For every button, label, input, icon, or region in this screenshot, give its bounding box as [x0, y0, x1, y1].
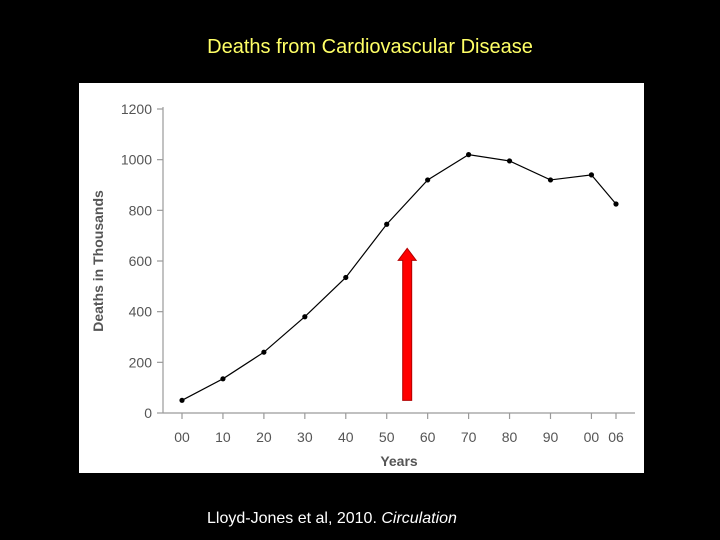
data-point — [425, 177, 431, 183]
data-point — [220, 376, 226, 382]
x-tick-label: 06 — [608, 429, 624, 445]
data-point — [302, 314, 308, 320]
x-tick-label: 60 — [420, 429, 436, 445]
series-line — [181, 153, 617, 401]
x-tick-label: 10 — [215, 429, 231, 445]
x-tick-label: 30 — [297, 429, 313, 445]
x-tick-label: 40 — [338, 429, 354, 445]
data-point — [179, 397, 185, 403]
slide-title: Deaths from Cardiovascular Disease — [207, 36, 533, 58]
data-point — [613, 201, 619, 207]
y-axis-title: Deaths in Thousands — [90, 190, 106, 332]
y-tick-label: 0 — [144, 405, 152, 421]
y-tick-label: 200 — [129, 354, 153, 370]
x-tick-label: 00 — [174, 429, 190, 445]
data-point — [466, 152, 472, 158]
x-tick-label: 70 — [461, 429, 477, 445]
data-point — [547, 177, 554, 183]
line-chart: 0 200 400 600 800 1000 1200 00 10 20 30 40 50 60 70 80 9… — [90, 101, 635, 469]
red-arrow-annotation — [397, 247, 418, 401]
citation-journal: Circulation — [381, 510, 457, 527]
data-point — [506, 158, 513, 164]
y-tick-label: 600 — [129, 253, 153, 269]
x-tick-label: 80 — [502, 429, 518, 445]
chart-panel: 0 200 400 600 800 1000 1200 00 10 20 30 40 50 60 70 80 9… — [79, 83, 644, 473]
x-tick-label: 50 — [379, 429, 395, 445]
y-tick-label: 800 — [129, 202, 153, 218]
x-axis-title: Years — [380, 453, 418, 469]
x-tick-label: 00 — [584, 429, 600, 445]
y-tick-label: 400 — [129, 304, 153, 320]
data-point — [384, 221, 390, 227]
data-point — [261, 349, 267, 355]
x-tick-label: 20 — [256, 429, 272, 445]
y-tick-label: 1000 — [121, 152, 152, 168]
x-tick-label: 90 — [543, 429, 559, 445]
data-point — [343, 274, 349, 281]
y-tick-label: 1200 — [121, 101, 152, 117]
data-point — [588, 172, 595, 178]
citation: Lloyd-Jones et al, 2010. Circulation — [207, 510, 457, 528]
citation-authors: Lloyd-Jones et al, 2010. — [207, 510, 382, 527]
